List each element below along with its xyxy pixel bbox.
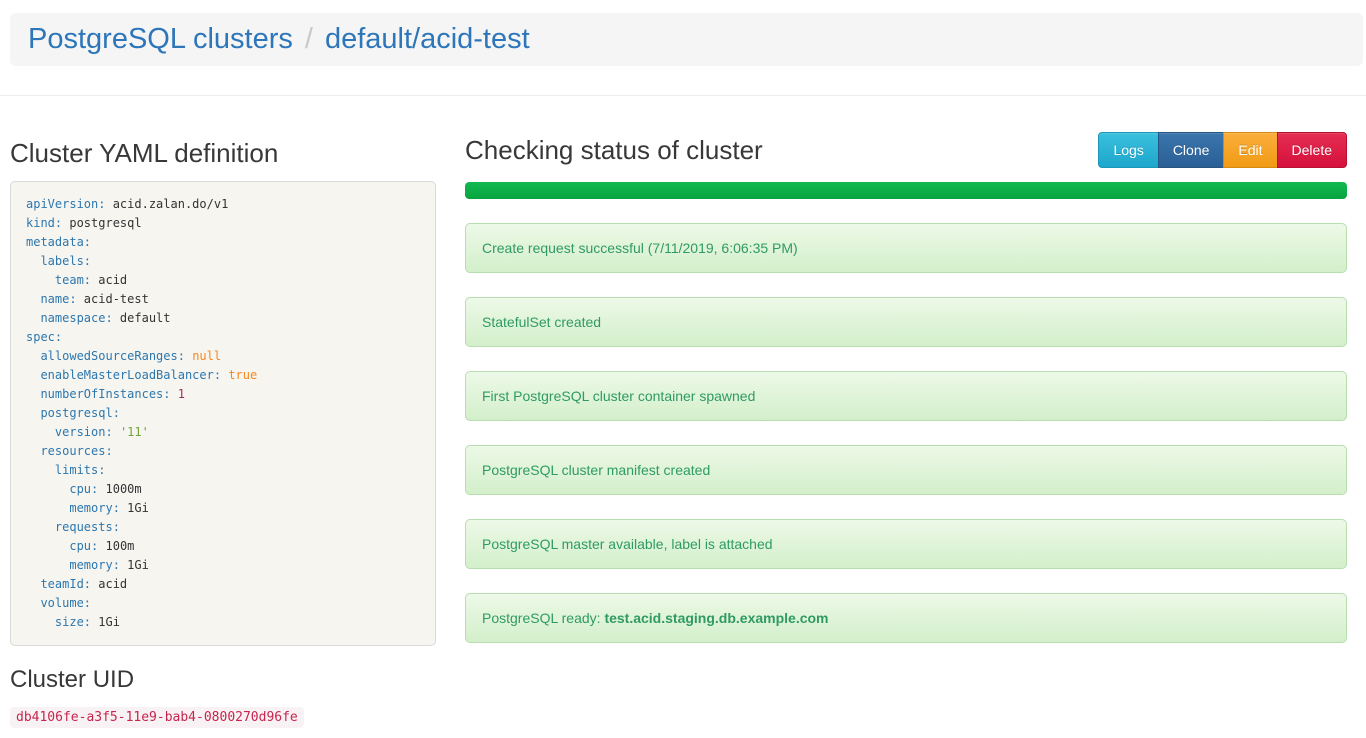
breadcrumb: PostgreSQL clusters / default/acid-test [10,13,1363,66]
divider [0,95,1366,96]
status-message: PostgreSQL master available, label is at… [465,519,1347,569]
status-message: PostgreSQL cluster manifest created [465,445,1347,495]
logs-button[interactable]: Logs [1098,132,1159,168]
cluster-hostname: test.acid.staging.db.example.com [604,610,829,626]
cluster-uid-value: db4106fe-a3f5-11e9-bab4-0800270d96fe [10,707,304,728]
cluster-uid-title: Cluster UID [10,666,135,693]
main-content: Cluster YAML definition apiVersion: acid… [10,96,1347,728]
status-message: Create request successful (7/11/2019, 6:… [465,223,1347,273]
clone-button[interactable]: Clone [1157,132,1225,168]
status-message: First PostgreSQL cluster container spawn… [465,371,1347,421]
status-column: Checking status of cluster Logs Clone Edit… [465,96,1347,728]
yaml-section-title: Cluster YAML definition [10,138,279,168]
status-message-list: Create request successful (7/11/2019, 6:… [465,223,1347,643]
delete-button[interactable]: Delete [1276,132,1347,168]
status-message: PostgreSQL ready: test.acid.staging.db.e… [465,593,1347,643]
edit-button[interactable]: Edit [1223,132,1278,168]
breadcrumb-clusters-link[interactable]: PostgreSQL clusters [28,23,293,55]
status-message: StatefulSet created [465,297,1347,347]
yaml-column: Cluster YAML definition apiVersion: acid… [10,96,436,728]
cluster-action-buttons: Logs Clone Edit Delete [1098,132,1347,168]
status-progress-track [465,182,1347,199]
progress-bar [465,182,1347,199]
breadcrumb-separator: / [304,23,313,55]
status-header: Checking status of cluster Logs Clone Edit… [465,132,1347,168]
cluster-yaml-definition: apiVersion: acid.zalan.do/v1 kind: postgr… [10,181,436,646]
status-section-title: Checking status of cluster [465,134,763,165]
breadcrumb-current-cluster-link[interactable]: default/acid-test [324,23,530,55]
